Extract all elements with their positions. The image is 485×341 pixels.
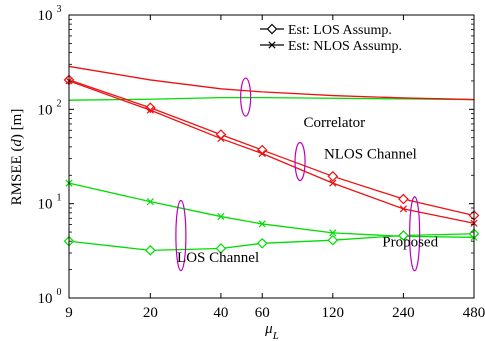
- annotation-label: Correlator: [304, 115, 366, 131]
- x-tick-label: 240: [392, 305, 415, 321]
- x-marker: [217, 134, 225, 143]
- legend-entry: Est: NLOS Assump.: [260, 39, 402, 54]
- x-marker: [217, 212, 225, 221]
- series-line: [68, 65, 475, 101]
- x-marker: [268, 41, 276, 49]
- series-line: [68, 97, 475, 101]
- x-axis-label: μL: [264, 321, 279, 341]
- x-tick-label: 120: [322, 305, 345, 321]
- annotation-label: LOS Channel: [177, 250, 259, 266]
- y-tick-exponent: 2: [57, 98, 62, 109]
- annotation-label: NLOS Channel: [324, 147, 417, 163]
- y-tick-exponent: 1: [57, 193, 62, 204]
- y-tick-exponent: 0: [57, 287, 62, 298]
- x-marker: [146, 106, 154, 114]
- y-tick-label: 10: [38, 291, 53, 307]
- series-1: [68, 65, 475, 101]
- plot-frame: [68, 14, 475, 299]
- y-tick-label: 10: [38, 8, 53, 24]
- series-3: [65, 77, 478, 227]
- nlos-ellipse: [294, 141, 306, 182]
- legend-label: Est: LOS Assump.: [288, 23, 392, 38]
- x-marker: [258, 220, 266, 228]
- y-tick-label: 10: [38, 102, 53, 118]
- x-tick-label: 40: [213, 305, 228, 321]
- legend-entry: Est: LOS Assump.: [260, 23, 392, 38]
- diamond-marker: [256, 237, 268, 249]
- y-tick-label: 10: [38, 197, 53, 213]
- legend-label: Est: NLOS Assump.: [288, 39, 402, 54]
- series-line: [68, 182, 475, 238]
- plot-content: [63, 65, 480, 272]
- diamond-marker: [327, 234, 339, 246]
- x-tick-label: 480: [463, 305, 485, 321]
- y-tick-exponent: 3: [57, 4, 62, 15]
- annotations: Correlator NLOS Channel LOS Channel Propose…: [177, 115, 439, 266]
- x-tick-label: 60: [255, 305, 270, 321]
- axes: 9 20 40 60 120 240 480 10 0 10 1 10 2 10 3: [38, 4, 485, 321]
- diamond-marker: [398, 193, 409, 205]
- x-marker: [399, 205, 408, 213]
- x-marker: [258, 149, 266, 158]
- diamond-marker: [398, 230, 409, 241]
- series-5: [63, 228, 480, 256]
- diamond-marker: [327, 170, 339, 182]
- x-tick-label: 9: [65, 305, 73, 321]
- annotation-label: Proposed: [382, 235, 438, 251]
- series-4: [65, 179, 478, 241]
- proposed-ellipse: [409, 196, 421, 272]
- x-marker: [329, 229, 337, 237]
- x-marker: [329, 179, 337, 187]
- diamond-marker: [144, 244, 156, 256]
- x-marker: [146, 198, 154, 206]
- correlator-ellipse: [240, 77, 252, 117]
- x-tick-label: 20: [143, 305, 158, 321]
- y-axis-label: RMSEE (d) [m]: [9, 109, 25, 206]
- legend: Est: LOS Assump.Est: NLOS Assump.: [260, 23, 402, 54]
- los-ellipse: [175, 199, 187, 272]
- diamond-marker: [266, 23, 278, 35]
- series-0: [68, 97, 475, 101]
- diamond-marker: [215, 243, 227, 254]
